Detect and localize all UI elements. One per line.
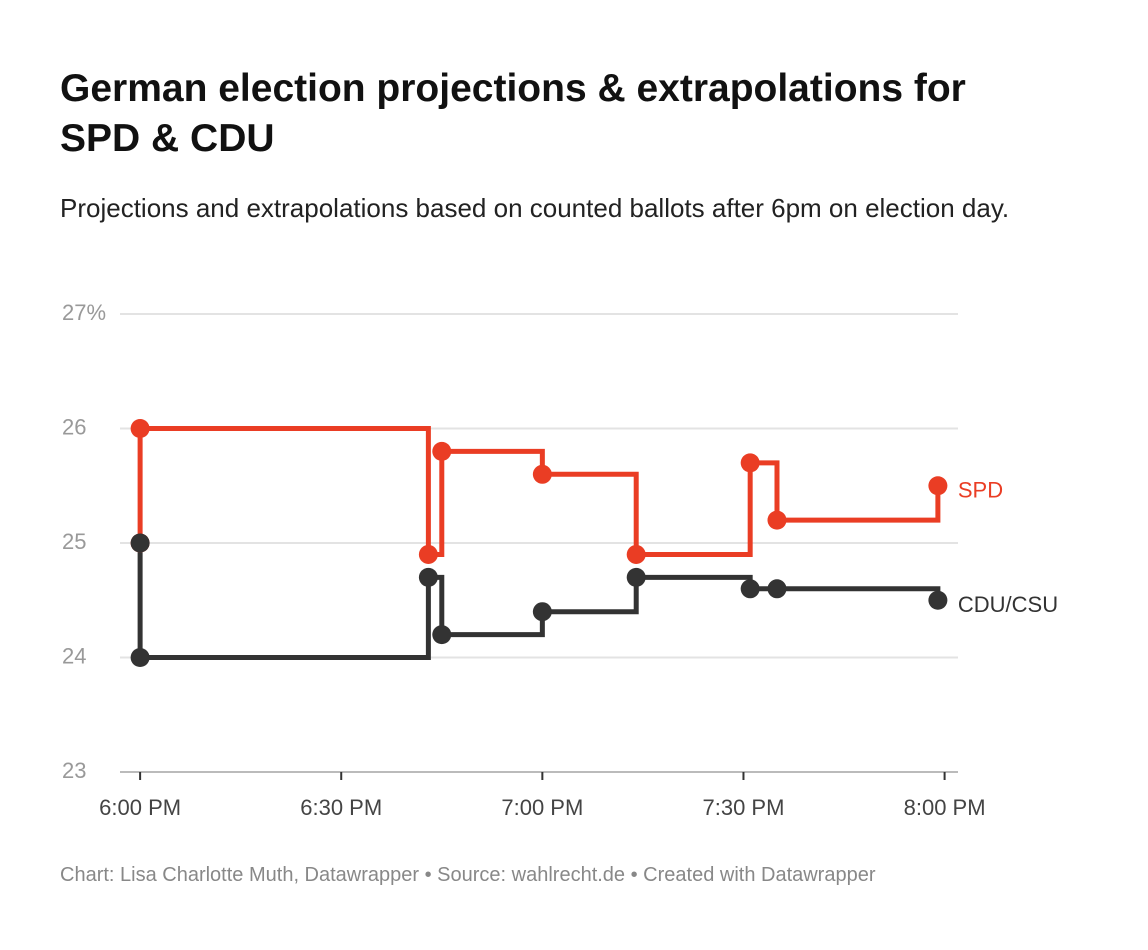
series-label: CDU/CSU xyxy=(958,592,1058,617)
data-point xyxy=(130,648,150,667)
data-point xyxy=(740,579,760,599)
data-point xyxy=(130,533,150,553)
y-tick-label: 25 xyxy=(62,529,86,554)
chart-subtitle: Projections and extrapolations based on … xyxy=(60,193,1010,223)
data-point xyxy=(767,510,787,530)
chart-footer: Chart: Lisa Charlotte Muth, Datawrapper … xyxy=(60,864,876,886)
data-point xyxy=(767,579,787,599)
chart-title: German election projections & extrapolat… xyxy=(60,67,966,160)
chart: 23 24 25 26 27% 6:00 PM 6:30 PM 7:00 PM 7:30 PM 8… xyxy=(62,300,1058,820)
data-point xyxy=(432,441,452,461)
data-point xyxy=(532,602,552,622)
series-label: SPD xyxy=(958,478,1003,503)
y-tick-label: 26 xyxy=(62,414,86,439)
data-point xyxy=(432,625,452,645)
data-point xyxy=(740,453,760,473)
data-point xyxy=(626,544,646,564)
data-point xyxy=(928,476,948,496)
data-point xyxy=(532,464,552,484)
data-point xyxy=(418,544,438,564)
data-point xyxy=(418,567,438,587)
series-line xyxy=(137,543,941,660)
data-point xyxy=(626,567,646,587)
data-point xyxy=(130,419,150,438)
x-tick-label: 7:00 PM xyxy=(501,795,583,820)
x-tick-label: 7:30 PM xyxy=(703,795,785,820)
x-tick-label: 8:00 PM xyxy=(904,795,986,820)
series-line xyxy=(137,426,941,557)
y-tick-label: 27% xyxy=(62,300,106,325)
data-point xyxy=(928,590,948,610)
y-tick-label: 23 xyxy=(62,758,86,783)
y-tick-label: 24 xyxy=(62,643,86,668)
x-tick-label: 6:30 PM xyxy=(300,795,382,820)
x-tick-label: 6:00 PM xyxy=(99,795,181,820)
